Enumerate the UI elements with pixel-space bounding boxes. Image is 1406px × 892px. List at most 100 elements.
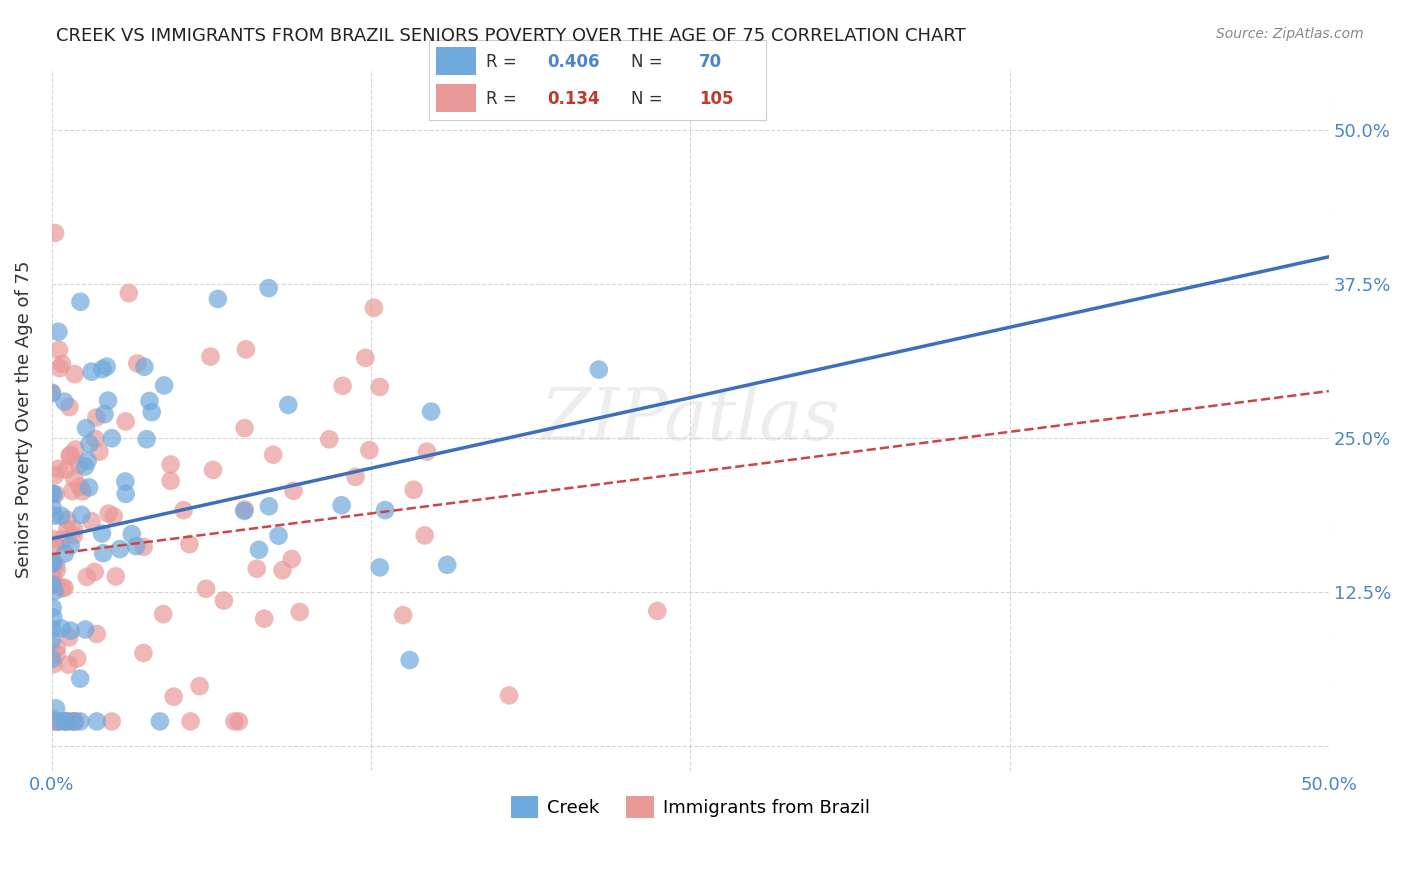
Immigrants from Brazil bbox=[86, 627, 108, 641]
Creek bbox=[141, 405, 163, 419]
Creek bbox=[149, 714, 172, 729]
Immigrants from Brazil bbox=[72, 484, 94, 499]
Creek bbox=[41, 652, 63, 666]
Immigrants from Brazil bbox=[233, 502, 256, 516]
Immigrants from Brazil bbox=[41, 714, 63, 729]
Immigrants from Brazil bbox=[363, 301, 385, 315]
Creek bbox=[233, 504, 256, 518]
Creek bbox=[70, 508, 93, 522]
Immigrants from Brazil bbox=[76, 570, 98, 584]
Immigrants from Brazil bbox=[56, 522, 79, 536]
Creek bbox=[267, 529, 290, 543]
Immigrants from Brazil bbox=[127, 356, 149, 370]
Immigrants from Brazil bbox=[52, 532, 75, 546]
Creek bbox=[91, 546, 114, 560]
Creek bbox=[53, 714, 76, 729]
Creek bbox=[53, 547, 76, 561]
Immigrants from Brazil bbox=[235, 343, 257, 357]
Text: 0.406: 0.406 bbox=[547, 53, 599, 70]
Immigrants from Brazil bbox=[368, 380, 391, 394]
Creek bbox=[42, 556, 65, 570]
Creek bbox=[73, 459, 96, 474]
Creek bbox=[45, 701, 67, 715]
Creek bbox=[48, 325, 70, 339]
Immigrants from Brazil bbox=[69, 480, 91, 494]
Immigrants from Brazil bbox=[283, 483, 305, 498]
Text: R =: R = bbox=[486, 90, 517, 108]
Creek bbox=[63, 714, 86, 729]
Immigrants from Brazil bbox=[104, 569, 127, 583]
Immigrants from Brazil bbox=[44, 538, 66, 552]
Creek bbox=[42, 610, 65, 624]
Creek bbox=[42, 487, 65, 501]
Immigrants from Brazil bbox=[46, 714, 69, 729]
Immigrants from Brazil bbox=[288, 605, 311, 619]
Creek bbox=[101, 431, 124, 445]
Text: Source: ZipAtlas.com: Source: ZipAtlas.com bbox=[1216, 27, 1364, 41]
Immigrants from Brazil bbox=[42, 714, 65, 729]
Creek bbox=[79, 436, 101, 450]
Immigrants from Brazil bbox=[45, 577, 67, 591]
Creek bbox=[41, 633, 63, 648]
Immigrants from Brazil bbox=[41, 553, 63, 567]
Creek bbox=[75, 421, 97, 435]
Creek bbox=[247, 542, 270, 557]
Immigrants from Brazil bbox=[42, 657, 65, 672]
Immigrants from Brazil bbox=[63, 528, 86, 542]
Creek bbox=[330, 498, 353, 512]
Creek bbox=[76, 454, 98, 468]
Immigrants from Brazil bbox=[63, 522, 86, 536]
Immigrants from Brazil bbox=[63, 714, 86, 729]
Immigrants from Brazil bbox=[48, 461, 70, 475]
Immigrants from Brazil bbox=[200, 350, 222, 364]
Creek bbox=[277, 398, 299, 412]
Text: N =: N = bbox=[631, 90, 662, 108]
Creek bbox=[374, 503, 396, 517]
Creek bbox=[436, 558, 458, 572]
Immigrants from Brazil bbox=[413, 528, 436, 542]
Text: 70: 70 bbox=[699, 53, 721, 70]
Immigrants from Brazil bbox=[60, 714, 83, 729]
Creek bbox=[398, 653, 420, 667]
Immigrants from Brazil bbox=[56, 513, 79, 527]
Immigrants from Brazil bbox=[84, 432, 107, 446]
Immigrants from Brazil bbox=[59, 448, 82, 462]
Immigrants from Brazil bbox=[233, 421, 256, 435]
Immigrants from Brazil bbox=[45, 558, 67, 572]
Immigrants from Brazil bbox=[224, 714, 246, 729]
Creek bbox=[257, 281, 280, 295]
Creek bbox=[114, 487, 136, 501]
Text: CREEK VS IMMIGRANTS FROM BRAZIL SENIORS POVERTY OVER THE AGE OF 75 CORRELATION C: CREEK VS IMMIGRANTS FROM BRAZIL SENIORS … bbox=[56, 27, 966, 45]
Immigrants from Brazil bbox=[354, 351, 377, 365]
Creek bbox=[51, 508, 73, 523]
Immigrants from Brazil bbox=[132, 646, 155, 660]
Immigrants from Brazil bbox=[318, 432, 340, 446]
Creek bbox=[588, 362, 610, 376]
Immigrants from Brazil bbox=[402, 483, 425, 497]
Creek bbox=[69, 672, 91, 686]
Immigrants from Brazil bbox=[63, 472, 86, 486]
Immigrants from Brazil bbox=[58, 400, 80, 414]
Text: ZIPatlas: ZIPatlas bbox=[540, 384, 839, 455]
Creek bbox=[93, 407, 115, 421]
Immigrants from Brazil bbox=[97, 507, 120, 521]
Immigrants from Brazil bbox=[41, 714, 63, 729]
Immigrants from Brazil bbox=[201, 463, 224, 477]
Creek bbox=[125, 539, 148, 553]
Creek bbox=[138, 393, 160, 408]
Creek bbox=[55, 714, 77, 729]
Immigrants from Brazil bbox=[271, 563, 294, 577]
Immigrants from Brazil bbox=[359, 443, 381, 458]
Creek bbox=[80, 365, 103, 379]
Immigrants from Brazil bbox=[179, 537, 201, 551]
Text: 105: 105 bbox=[699, 90, 734, 108]
Immigrants from Brazil bbox=[132, 540, 155, 554]
Immigrants from Brazil bbox=[53, 581, 76, 595]
Text: 0.134: 0.134 bbox=[547, 90, 599, 108]
Immigrants from Brazil bbox=[114, 415, 136, 429]
Immigrants from Brazil bbox=[44, 468, 66, 483]
Creek bbox=[51, 622, 73, 636]
Text: N =: N = bbox=[631, 53, 662, 70]
Immigrants from Brazil bbox=[60, 484, 83, 499]
Immigrants from Brazil bbox=[48, 343, 70, 357]
